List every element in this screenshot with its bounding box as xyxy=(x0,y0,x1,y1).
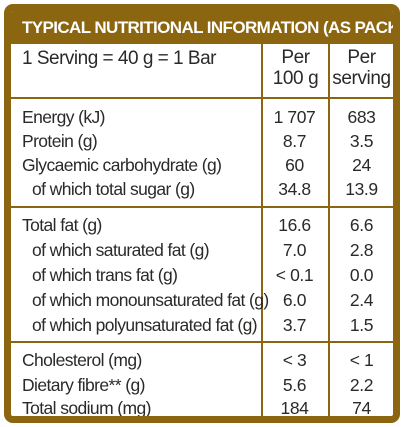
nutrient-label: Cholesterol (mg) xyxy=(22,350,142,370)
nutrition-rows: Energy (kJ) 1 707 683 Protein (g) 8.7 3.… xyxy=(11,99,393,416)
per-serving-header-line2: serving xyxy=(332,68,391,89)
nutrition-panel: TYPICAL NUTRITIONAL INFORMATION (AS PACK… xyxy=(4,4,400,423)
nutrient-label: Protein (g) xyxy=(22,131,98,151)
per-serving-header: Per serving xyxy=(330,47,393,89)
per-100g-value: 34.8 xyxy=(278,179,311,199)
nutrient-label: Dietary fibre** (g) xyxy=(22,375,145,395)
table-header: 1 Serving = 40 g = 1 Bar Per 100 g Per s… xyxy=(11,44,393,99)
per-serving-value: 683 xyxy=(347,107,376,127)
nutrient-row-saturated-fat: of which saturated fat (g) 7.0 2.8 xyxy=(11,238,393,262)
nutrient-label: Energy (kJ) xyxy=(22,107,105,127)
nutrient-row-trans-fat: of which trans fat (g) < 0.1 0.0 xyxy=(11,263,393,287)
per-100g-value: 16.6 xyxy=(278,215,311,235)
per-100g-value: < 3 xyxy=(282,350,307,370)
per-100g-header-line1: Per xyxy=(281,47,310,68)
nutrition-title: TYPICAL NUTRITIONAL INFORMATION (AS PACK… xyxy=(11,11,393,44)
per-serving-header-line1: Per xyxy=(347,47,376,68)
row-separator xyxy=(11,341,393,343)
per-serving-value: < 1 xyxy=(349,350,374,370)
nutrient-row-monounsaturated-fat: of which monounsaturated fat (g) 6.0 2.4 xyxy=(11,288,393,312)
nutrient-row-polyunsaturated-fat: of which polyunsaturated fat (g) 3.7 1.5 xyxy=(11,313,393,337)
column-divider xyxy=(328,44,330,97)
nutrient-label: of which monounsaturated fat (g) xyxy=(32,290,269,310)
nutrient-row-dietary-fibre: Dietary fibre** (g) 5.6 2.2 xyxy=(11,373,393,397)
per-serving-value: 0.0 xyxy=(349,265,374,285)
nutrient-row-sugar: of which total sugar (g) 34.8 13.9 xyxy=(11,177,393,201)
nutrient-row-total-fat: Total fat (g) 16.6 6.6 xyxy=(11,213,393,237)
nutrient-row-cholesterol: Cholesterol (mg) < 3 < 1 xyxy=(11,348,393,372)
nutrient-label: Total sodium (mg) xyxy=(22,398,151,418)
nutrient-label: of which saturated fat (g) xyxy=(32,240,210,260)
per-serving-value: 74 xyxy=(352,398,371,418)
per-serving-value: 2.8 xyxy=(349,240,374,260)
per-serving-value: 6.6 xyxy=(349,215,374,235)
per-100g-value: 60 xyxy=(285,155,304,175)
column-divider xyxy=(261,99,263,416)
nutrient-row-carbohydrate: Glycaemic carbohydrate (g) 60 24 xyxy=(11,153,393,177)
per-serving-value: 24 xyxy=(352,155,371,175)
column-divider xyxy=(328,99,330,416)
serving-size-label: 1 Serving = 40 g = 1 Bar xyxy=(22,48,216,69)
per-100g-header-line2: 100 g xyxy=(272,68,319,89)
nutrient-label: Total fat (g) xyxy=(22,215,102,235)
per-serving-value: 13.9 xyxy=(345,179,378,199)
per-100g-value: 7.0 xyxy=(282,240,307,260)
nutrient-label: of which total sugar (g) xyxy=(32,179,195,199)
per-100g-value: 3.7 xyxy=(282,315,307,335)
nutrient-label: Glycaemic carbohydrate (g) xyxy=(22,155,222,175)
per-100g-value: 8.7 xyxy=(282,131,307,151)
per-serving-value: 2.4 xyxy=(349,290,374,310)
per-100g-value: 5.6 xyxy=(282,375,307,395)
per-100g-value: 184 xyxy=(280,398,309,418)
per-100g-header: Per 100 g xyxy=(263,47,328,89)
per-100g-value: 1 707 xyxy=(273,107,316,127)
column-divider xyxy=(261,44,263,97)
row-separator xyxy=(11,206,393,208)
per-serving-value: 2.2 xyxy=(349,375,374,395)
per-100g-value: < 0.1 xyxy=(275,265,314,285)
per-100g-value: 6.0 xyxy=(282,290,307,310)
per-serving-value: 3.5 xyxy=(349,131,374,151)
nutrient-label: of which trans fat (g) xyxy=(32,265,178,285)
nutrient-row-sodium: Total sodium (mg) 184 74 xyxy=(11,396,393,418)
nutrient-row-protein: Protein (g) 8.7 3.5 xyxy=(11,129,393,153)
nutrient-row-energy: Energy (kJ) 1 707 683 xyxy=(11,105,393,129)
per-serving-value: 1.5 xyxy=(349,315,374,335)
nutrient-label: of which polyunsaturated fat (g) xyxy=(32,315,258,335)
